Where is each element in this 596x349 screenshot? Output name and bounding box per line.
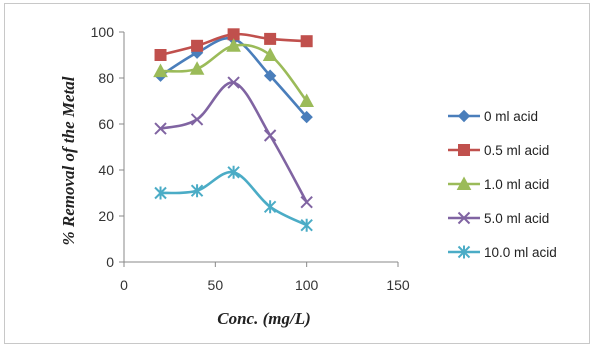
y-tick-label: 0 — [106, 254, 114, 270]
data-point — [190, 184, 204, 198]
series-2 — [154, 28, 313, 61]
x-axis-title: Conc. (mg/L) — [217, 309, 311, 328]
legend-label: 5.0 ml acid — [484, 211, 549, 226]
data-point — [191, 39, 204, 52]
y-axis-ticks: 0 20 40 60 80 100 — [91, 24, 124, 270]
legend-item: 10.0 ml acid — [448, 245, 557, 260]
x-tick-label: 0 — [120, 277, 128, 293]
data-point — [264, 32, 277, 45]
legend-marker — [458, 144, 470, 156]
data-point — [263, 69, 277, 82]
data-point — [299, 93, 315, 107]
legend-marker — [457, 245, 471, 259]
data-point — [227, 28, 240, 41]
data-point — [300, 218, 313, 232]
data-point — [227, 76, 240, 89]
chart-frame — [4, 3, 590, 344]
legend: 0 ml acid 0.5 ml acid 1.0 ml acid 5.0 ml ac… — [448, 109, 557, 260]
y-tick-label: 40 — [98, 162, 114, 178]
data-point — [300, 110, 313, 124]
series-5 — [154, 165, 313, 232]
x-tick-label: 100 — [295, 277, 319, 293]
x-tick-label: 50 — [208, 277, 224, 293]
data-point — [262, 47, 278, 61]
data-point — [263, 129, 277, 142]
y-axis-title: % Removal of the Metal — [59, 76, 78, 245]
y-tick-label: 20 — [98, 208, 114, 224]
legend-marker — [456, 176, 472, 190]
data-point — [154, 122, 167, 135]
legend-marker — [457, 109, 471, 123]
legend-label: 1.0 ml acid — [484, 177, 549, 192]
series-layer — [153, 28, 315, 232]
legend-item: 0 ml acid — [448, 109, 538, 124]
y-tick-label: 60 — [98, 116, 114, 132]
data-point — [154, 186, 167, 200]
series-line — [160, 81, 308, 203]
series-3 — [153, 38, 315, 107]
series-line — [160, 170, 308, 227]
axes — [123, 32, 398, 263]
data-point — [300, 195, 313, 209]
legend-marker — [457, 211, 471, 225]
data-point — [226, 38, 241, 52]
legend-label: 0 ml acid — [484, 109, 538, 124]
x-tick-label: 150 — [386, 277, 410, 293]
data-point — [154, 49, 167, 61]
y-tick-label: 100 — [91, 24, 115, 40]
y-tick-label: 80 — [98, 70, 114, 86]
data-point — [263, 200, 277, 214]
legend-item: 1.0 ml acid — [448, 176, 549, 192]
data-point — [153, 63, 168, 78]
data-point — [300, 35, 313, 48]
data-point — [189, 61, 205, 75]
data-point — [227, 165, 240, 179]
legend-item: 5.0 ml acid — [448, 211, 549, 226]
series-4 — [154, 76, 313, 209]
x-axis-ticks: 0 50 100 150 — [120, 262, 410, 293]
legend-item: 0.5 ml acid — [448, 143, 549, 158]
legend-label: 10.0 ml acid — [484, 245, 557, 260]
data-point — [190, 113, 204, 126]
legend-label: 0.5 ml acid — [484, 143, 549, 158]
